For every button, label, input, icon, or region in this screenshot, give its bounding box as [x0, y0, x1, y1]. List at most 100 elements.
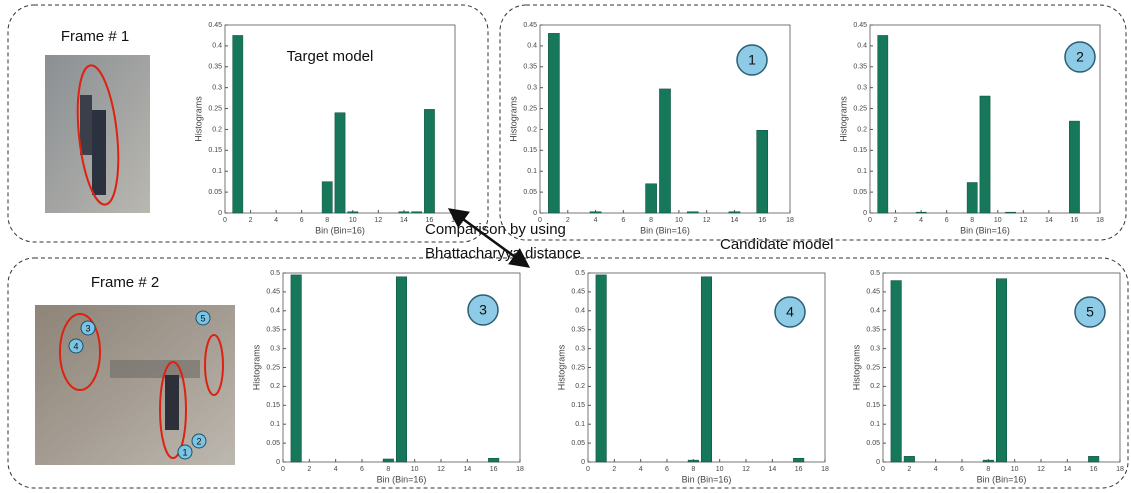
y-tick-label: 0.05 [523, 189, 537, 196]
y-tick-label: 0.5 [575, 270, 585, 277]
y-tick-label: 0.4 [212, 43, 222, 50]
y-tick-label: 0.35 [571, 327, 585, 334]
y-tick-label: 0.5 [870, 270, 880, 277]
y-tick-label: 0.4 [857, 43, 867, 50]
y-tick-label: 0.3 [857, 85, 867, 92]
comparison-text: Comparison by using [425, 221, 566, 238]
shadow [110, 360, 200, 378]
badge-label: 2 [1076, 49, 1084, 65]
marker-label: 5 [200, 313, 205, 323]
y-tick-label: 0.35 [208, 64, 222, 71]
x-tick-label: 12 [742, 466, 750, 473]
y-tick-label: 0.2 [212, 126, 222, 133]
y-axis-label: Histograms [193, 96, 203, 142]
y-tick-label: 0.4 [575, 308, 585, 315]
x-tick-label: 4 [934, 466, 938, 473]
x-tick-label: 18 [821, 466, 829, 473]
marker-badge [80, 320, 96, 336]
bar [890, 280, 902, 463]
y-tick-label: 0.3 [270, 345, 280, 352]
x-tick-label: 14 [768, 466, 776, 473]
x-tick-label: 4 [334, 466, 338, 473]
bar [395, 276, 408, 463]
badge [736, 44, 768, 76]
x-tick-label: 2 [612, 466, 616, 473]
marker-label: 3 [85, 323, 90, 333]
x-tick-label: 2 [249, 217, 253, 224]
y-tick-label: 0.3 [212, 85, 222, 92]
y-tick-label: 0.15 [853, 147, 867, 154]
x-tick-label: 16 [1090, 466, 1098, 473]
track-ellipse [204, 334, 224, 396]
y-tick-label: 0.2 [270, 383, 280, 390]
bar [903, 456, 915, 463]
bar [915, 211, 927, 214]
y-tick-label: 0.15 [866, 402, 880, 409]
y-tick-label: 0.3 [575, 345, 585, 352]
badge [774, 296, 806, 328]
x-tick-label: 0 [223, 217, 227, 224]
x-tick-label: 12 [437, 466, 445, 473]
bar [995, 278, 1008, 463]
frame-box [7, 4, 489, 243]
y-tick-label: 0.05 [866, 440, 880, 447]
frame-box [499, 4, 1127, 241]
y-tick-label: 0.45 [266, 289, 280, 296]
marker-badge [68, 338, 84, 354]
y-tick-label: 0.45 [866, 289, 880, 296]
x-tick-label: 4 [919, 217, 923, 224]
y-tick-label: 0.1 [857, 168, 867, 175]
y-axis-label: Histograms [556, 344, 566, 390]
bar [979, 95, 991, 214]
y-tick-label: 0.3 [870, 345, 880, 352]
y-tick-label: 0.2 [527, 126, 537, 133]
x-tick-label: 8 [986, 466, 990, 473]
x-tick-label: 16 [1071, 217, 1079, 224]
x-tick-label: 8 [325, 217, 329, 224]
bar [877, 35, 889, 214]
y-tick-label: 0.35 [866, 327, 880, 334]
bar [347, 211, 359, 214]
y-tick-label: 0 [533, 210, 537, 217]
bar [595, 274, 607, 463]
y-tick-label: 0.5 [270, 270, 280, 277]
y-tick-label: 0.4 [270, 308, 280, 315]
y-tick-label: 0.25 [866, 364, 880, 371]
x-tick-label: 12 [1037, 466, 1045, 473]
bar [700, 276, 713, 463]
bar [1088, 456, 1100, 463]
y-tick-label: 0 [276, 459, 280, 466]
y-tick-label: 0.15 [266, 402, 280, 409]
y-tick-label: 0 [863, 210, 867, 217]
bar [290, 274, 302, 463]
y-tick-label: 0.4 [870, 308, 880, 315]
x-tick-label: 0 [586, 466, 590, 473]
marker-label: 4 [73, 341, 78, 351]
x-tick-label: 18 [1096, 217, 1104, 224]
x-tick-label: 8 [970, 217, 974, 224]
x-tick-label: 10 [411, 466, 419, 473]
badge-label: 5 [1086, 304, 1094, 320]
badge-label: 3 [479, 302, 487, 318]
x-tick-label: 6 [665, 466, 669, 473]
bar [548, 33, 560, 214]
x-tick-label: 16 [795, 466, 803, 473]
y-tick-label: 0.1 [575, 421, 585, 428]
x-tick-label: 14 [463, 466, 471, 473]
badge [467, 294, 499, 326]
y-tick-label: 0.2 [857, 126, 867, 133]
x-tick-label: 0 [538, 217, 542, 224]
x-tick-label: 0 [868, 217, 872, 224]
y-tick-label: 0.25 [208, 105, 222, 112]
x-tick-label: 2 [894, 217, 898, 224]
y-tick-label: 0.25 [523, 105, 537, 112]
x-tick-label: 16 [426, 217, 434, 224]
bar [659, 88, 671, 214]
y-tick-label: 0.1 [270, 421, 280, 428]
x-tick-label: 6 [960, 466, 964, 473]
y-tick-label: 0.3 [527, 85, 537, 92]
track-ellipse [76, 64, 120, 206]
x-tick-label: 14 [1045, 217, 1053, 224]
y-axis-label: Histograms [851, 344, 861, 390]
